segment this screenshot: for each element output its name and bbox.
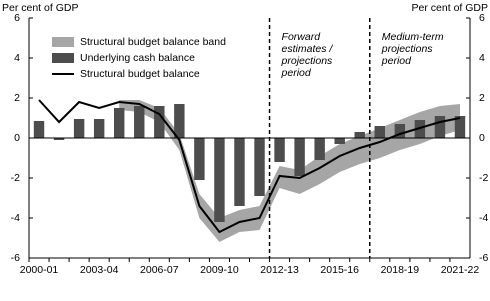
annotation: period — [381, 55, 412, 67]
bar — [334, 138, 345, 144]
x-tick-label: 2006-07 — [140, 264, 179, 276]
legend-swatch — [52, 53, 74, 63]
annotation: estimates / — [282, 43, 334, 55]
bar — [354, 132, 365, 138]
annotation: projections — [281, 55, 334, 67]
bar — [374, 126, 386, 138]
y-tick-label: 6 — [14, 12, 20, 24]
bar — [73, 119, 85, 138]
bar — [294, 138, 305, 176]
bar — [394, 124, 406, 138]
y-tick-label: 4 — [14, 52, 20, 64]
annotation: projections — [381, 43, 434, 55]
y2-tick-label: 0 — [479, 132, 485, 144]
bar — [113, 108, 125, 138]
bar — [154, 106, 165, 138]
x-tick-label: 2015-16 — [320, 264, 359, 276]
y-axis-label: Per cent of GDP — [2, 2, 78, 14]
y-tick-label: -6 — [11, 252, 20, 264]
y2-tick-label: -2 — [479, 172, 488, 184]
bar — [234, 138, 245, 206]
bar — [214, 138, 225, 222]
bar — [434, 116, 446, 138]
y-tick-label: -2 — [11, 172, 20, 184]
y2-tick-label: -4 — [479, 212, 488, 224]
bar — [53, 138, 65, 140]
x-tick-label: 2018-19 — [381, 264, 420, 276]
legend-swatch — [52, 37, 74, 47]
y-tick-label: 0 — [14, 132, 20, 144]
bar — [194, 138, 205, 180]
bar — [254, 138, 265, 196]
bar — [454, 116, 466, 138]
y2-axis-label: Per cent of GDP — [412, 2, 488, 14]
bar — [134, 106, 145, 138]
x-tick-label: 2003-04 — [80, 264, 119, 276]
y2-tick-label: 2 — [479, 92, 485, 104]
y-tick-label: 2 — [14, 92, 20, 104]
legend-label: Structural budget balance band — [80, 36, 226, 48]
bar — [174, 104, 185, 138]
bar — [33, 121, 45, 138]
y2-tick-label: -6 — [479, 252, 488, 264]
x-tick-label: 2009-10 — [200, 264, 239, 276]
x-tick-label: 2012-13 — [260, 264, 299, 276]
y2-tick-label: 4 — [479, 52, 485, 64]
legend-label: Structural budget balance — [80, 68, 200, 80]
bar — [93, 119, 105, 138]
annotation: Forward — [282, 31, 322, 43]
annotation: period — [281, 67, 312, 79]
x-tick-label: 2000-01 — [20, 264, 59, 276]
x-tick-label: 2021-22 — [441, 264, 480, 276]
bar — [274, 138, 285, 162]
y2-tick-label: 6 — [479, 12, 485, 24]
annotation: Medium-term — [382, 31, 444, 43]
legend-label: Underlying cash balance — [80, 52, 195, 64]
y-tick-label: -4 — [11, 212, 20, 224]
band-area — [119, 100, 460, 242]
bar — [314, 138, 325, 160]
